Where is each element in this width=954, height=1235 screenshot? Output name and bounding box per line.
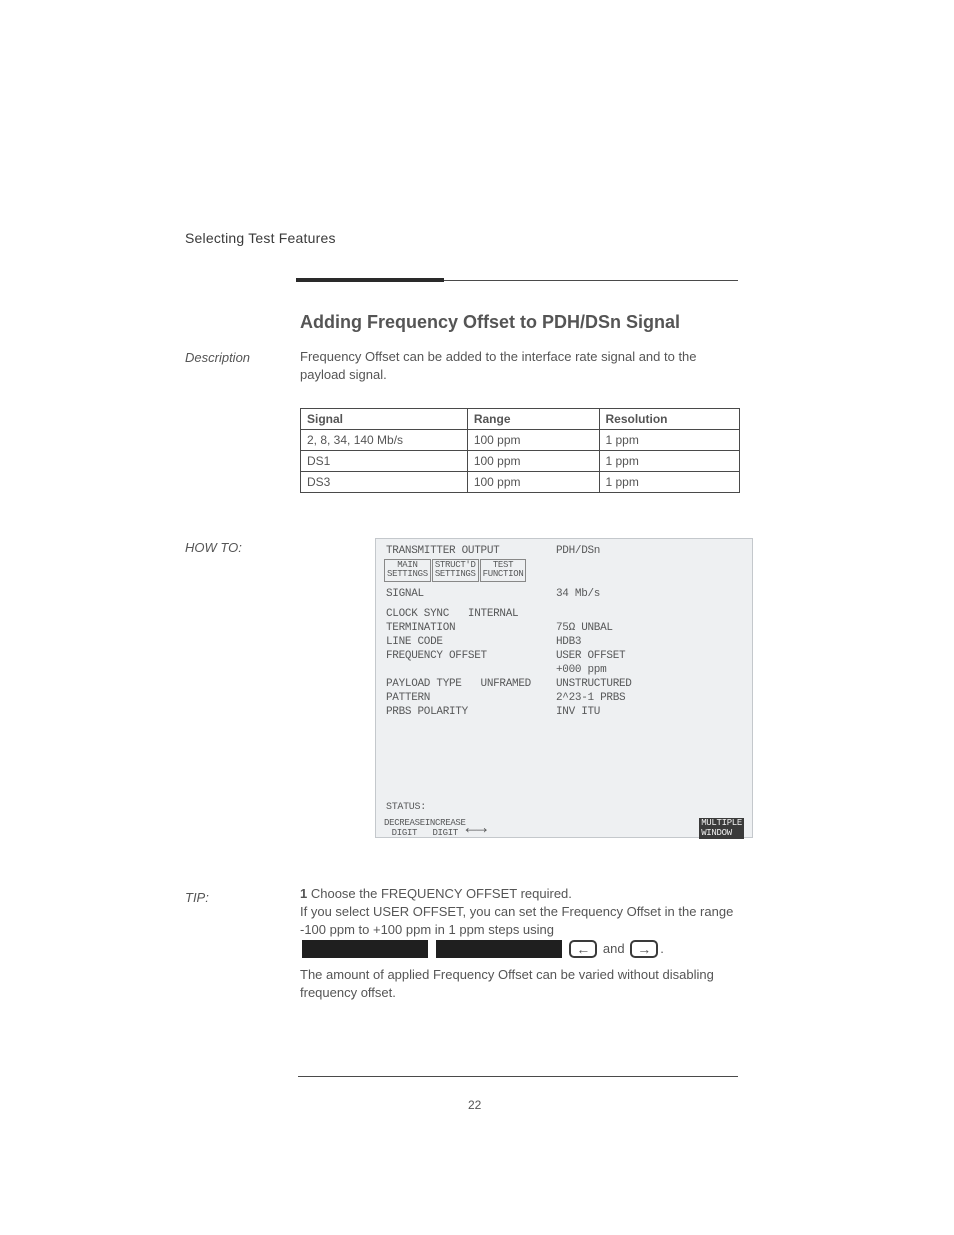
instrument-screenshot: TRANSMITTER OUTPUT PDH/DSn MAINSETTINGS … (375, 538, 753, 838)
sidebar-description: Description (185, 350, 250, 365)
col-resolution: Resolution (599, 409, 740, 430)
softkey-decrease[interactable]: DECREASEDIGIT (384, 819, 425, 838)
cell-range: 100 ppm (467, 472, 599, 493)
cell-signal: DS3 (301, 472, 468, 493)
scr-polarity-value: INV ITU (556, 706, 676, 718)
cell-res: 1 ppm (599, 430, 740, 451)
scr-signal-label: SIGNAL (386, 588, 556, 600)
instructions: 1 Choose the FREQUENCY OFFSET required. … (300, 885, 742, 1011)
scr-code-label: LINE CODE (386, 636, 556, 648)
scr-term-value: 75Ω UNBAL (556, 622, 676, 634)
cell-range: 100 ppm (467, 430, 599, 451)
scr-pattern-value: 2^23-1 PRBS (556, 692, 676, 704)
page-title: Selecting Test Features (185, 230, 336, 246)
scr-polarity-label: PRBS POLARITY (386, 706, 556, 718)
scr-title-left: TRANSMITTER OUTPUT (386, 545, 556, 557)
description-body: Frequency Offset can be added to the int… (300, 348, 740, 383)
table-row: DS1 100 ppm 1 ppm (301, 451, 740, 472)
scr-clock-label: CLOCK SYNC INTERNAL (386, 608, 556, 620)
scr-payload-value: UNSTRUCTURED (556, 678, 676, 690)
softkey-left-arrow[interactable]: ← (466, 820, 477, 838)
softkey-increase[interactable]: INCREASEDIGIT (425, 819, 466, 838)
section-heading: Adding Frequency Offset to PDH/DSn Signa… (300, 312, 680, 333)
scr-status: STATUS: (386, 802, 426, 813)
table-row: 2, 8, 34, 140 Mb/s 100 ppm 1 ppm (301, 430, 740, 451)
cell-signal: 2, 8, 34, 140 Mb/s (301, 430, 468, 451)
scr-tabs: MAINSETTINGS STRUCT'DSETTINGS TESTFUNCTI… (384, 559, 752, 582)
scr-offset-value: USER OFFSET (556, 650, 676, 662)
scr-code-value: HDB3 (556, 636, 676, 648)
scr-ppm-spacer (386, 664, 556, 676)
softkey-multiple-window[interactable]: MULTIPLEWINDOW (699, 818, 744, 839)
left-arrow-key-icon: ← (569, 940, 597, 958)
step1: 1 Choose the FREQUENCY OFFSET required. … (300, 885, 742, 958)
scr-term-label: TERMINATION (386, 622, 556, 634)
decrease-digit-key (302, 940, 428, 958)
tab-main[interactable]: MAINSETTINGS (384, 559, 431, 582)
col-range: Range (467, 409, 599, 430)
title-divider-bold (296, 278, 444, 282)
bottom-divider (298, 1076, 738, 1077)
scr-title-right: PDH/DSn (556, 545, 676, 557)
page-number: 22 (468, 1098, 481, 1112)
table-row: DS3 100 ppm 1 ppm (301, 472, 740, 493)
sidebar-howto: HOW TO: (185, 540, 242, 555)
scr-ppm-value: +000 ppm (556, 664, 676, 676)
softkey-right-arrow[interactable]: → (476, 820, 487, 838)
cell-res: 1 ppm (599, 451, 740, 472)
increase-digit-key (436, 940, 562, 958)
cell-signal: DS1 (301, 451, 468, 472)
scr-payload-label: PAYLOAD TYPE UNFRAMED (386, 678, 556, 690)
scr-offset-label: FREQUENCY OFFSET (386, 650, 556, 662)
col-signal: Signal (301, 409, 468, 430)
offset-table: Signal Range Resolution 2, 8, 34, 140 Mb… (300, 408, 740, 493)
tip-body: The amount of applied Frequency Offset c… (300, 966, 742, 1002)
scr-pattern-label: PATTERN (386, 692, 556, 704)
table-header-row: Signal Range Resolution (301, 409, 740, 430)
tab-test[interactable]: TESTFUNCTION (480, 559, 527, 582)
right-arrow-key-icon: → (630, 940, 658, 958)
cell-res: 1 ppm (599, 472, 740, 493)
sidebar-tip: TIP: (185, 890, 209, 905)
tab-structd[interactable]: STRUCT'DSETTINGS (432, 559, 479, 582)
scr-signal-value: 34 Mb/s (556, 588, 676, 600)
cell-range: 100 ppm (467, 451, 599, 472)
scr-softkeys: DECREASEDIGIT INCREASEDIGIT ← → MULTIPLE… (384, 818, 744, 839)
